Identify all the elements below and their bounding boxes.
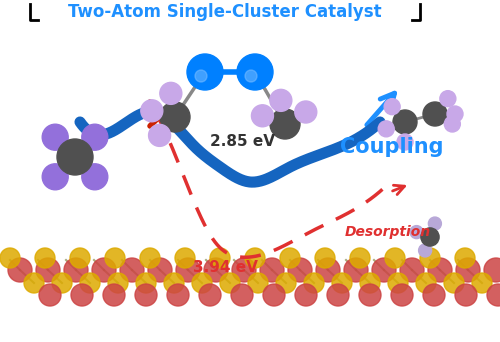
- Circle shape: [288, 258, 312, 282]
- Circle shape: [359, 284, 381, 306]
- Circle shape: [260, 258, 284, 282]
- Circle shape: [304, 273, 324, 293]
- Circle shape: [472, 273, 492, 293]
- Circle shape: [245, 248, 265, 268]
- Circle shape: [487, 284, 500, 306]
- Circle shape: [8, 258, 32, 282]
- Circle shape: [0, 248, 20, 268]
- Circle shape: [378, 121, 394, 137]
- Circle shape: [391, 284, 413, 306]
- Circle shape: [176, 258, 200, 282]
- Circle shape: [199, 284, 221, 306]
- Circle shape: [360, 273, 380, 293]
- Circle shape: [270, 109, 300, 139]
- Circle shape: [270, 89, 292, 111]
- Circle shape: [428, 217, 442, 230]
- Circle shape: [245, 70, 257, 82]
- Circle shape: [315, 248, 335, 268]
- Circle shape: [248, 273, 268, 293]
- Circle shape: [385, 248, 405, 268]
- Circle shape: [344, 258, 368, 282]
- Circle shape: [92, 258, 116, 282]
- Circle shape: [136, 273, 156, 293]
- Circle shape: [428, 258, 452, 282]
- Circle shape: [276, 273, 296, 293]
- Circle shape: [103, 284, 125, 306]
- Circle shape: [36, 258, 60, 282]
- Circle shape: [210, 248, 230, 268]
- Circle shape: [455, 284, 477, 306]
- Circle shape: [135, 284, 157, 306]
- Circle shape: [204, 258, 228, 282]
- Circle shape: [418, 244, 432, 257]
- Circle shape: [70, 248, 90, 268]
- Circle shape: [295, 284, 317, 306]
- Circle shape: [71, 284, 93, 306]
- Circle shape: [316, 258, 340, 282]
- Circle shape: [42, 164, 68, 190]
- Circle shape: [332, 273, 352, 293]
- Circle shape: [421, 228, 439, 246]
- Circle shape: [388, 273, 408, 293]
- Circle shape: [24, 273, 44, 293]
- Circle shape: [455, 248, 475, 268]
- Circle shape: [108, 273, 128, 293]
- Circle shape: [231, 284, 253, 306]
- Circle shape: [195, 70, 207, 82]
- Circle shape: [57, 139, 93, 175]
- Circle shape: [52, 273, 72, 293]
- Circle shape: [148, 258, 172, 282]
- Circle shape: [120, 258, 144, 282]
- Circle shape: [80, 273, 100, 293]
- Circle shape: [456, 258, 480, 282]
- Circle shape: [400, 258, 424, 282]
- Circle shape: [327, 284, 349, 306]
- Circle shape: [64, 258, 88, 282]
- Circle shape: [39, 284, 61, 306]
- Circle shape: [263, 284, 285, 306]
- Circle shape: [140, 248, 160, 268]
- Circle shape: [167, 284, 189, 306]
- Circle shape: [444, 116, 460, 132]
- Circle shape: [447, 106, 463, 122]
- Text: Desorption: Desorption: [345, 225, 431, 239]
- Circle shape: [440, 91, 456, 107]
- Circle shape: [384, 99, 400, 115]
- Circle shape: [192, 273, 212, 293]
- Circle shape: [148, 124, 171, 146]
- Circle shape: [484, 258, 500, 282]
- Circle shape: [423, 102, 447, 126]
- Text: Coupling: Coupling: [340, 137, 444, 157]
- Text: 3.94 eV: 3.94 eV: [192, 260, 258, 275]
- Circle shape: [105, 248, 125, 268]
- Circle shape: [252, 105, 274, 127]
- Circle shape: [237, 54, 273, 90]
- Circle shape: [220, 273, 240, 293]
- Circle shape: [410, 226, 423, 239]
- Circle shape: [423, 284, 445, 306]
- Circle shape: [42, 124, 68, 150]
- Circle shape: [82, 164, 108, 190]
- Circle shape: [350, 248, 370, 268]
- Circle shape: [160, 102, 190, 132]
- Circle shape: [141, 100, 163, 122]
- Circle shape: [420, 248, 440, 268]
- Text: 2.85 eV: 2.85 eV: [210, 134, 275, 149]
- Circle shape: [295, 101, 317, 123]
- Circle shape: [444, 273, 464, 293]
- Circle shape: [397, 134, 413, 150]
- Circle shape: [416, 273, 436, 293]
- Circle shape: [187, 54, 223, 90]
- Circle shape: [232, 258, 256, 282]
- Circle shape: [82, 124, 108, 150]
- Circle shape: [175, 248, 195, 268]
- Circle shape: [280, 248, 300, 268]
- Circle shape: [160, 82, 182, 104]
- Circle shape: [164, 273, 184, 293]
- Text: Two-Atom Single-Cluster Catalyst: Two-Atom Single-Cluster Catalyst: [68, 3, 382, 21]
- Circle shape: [372, 258, 396, 282]
- Circle shape: [393, 110, 417, 134]
- Circle shape: [35, 248, 55, 268]
